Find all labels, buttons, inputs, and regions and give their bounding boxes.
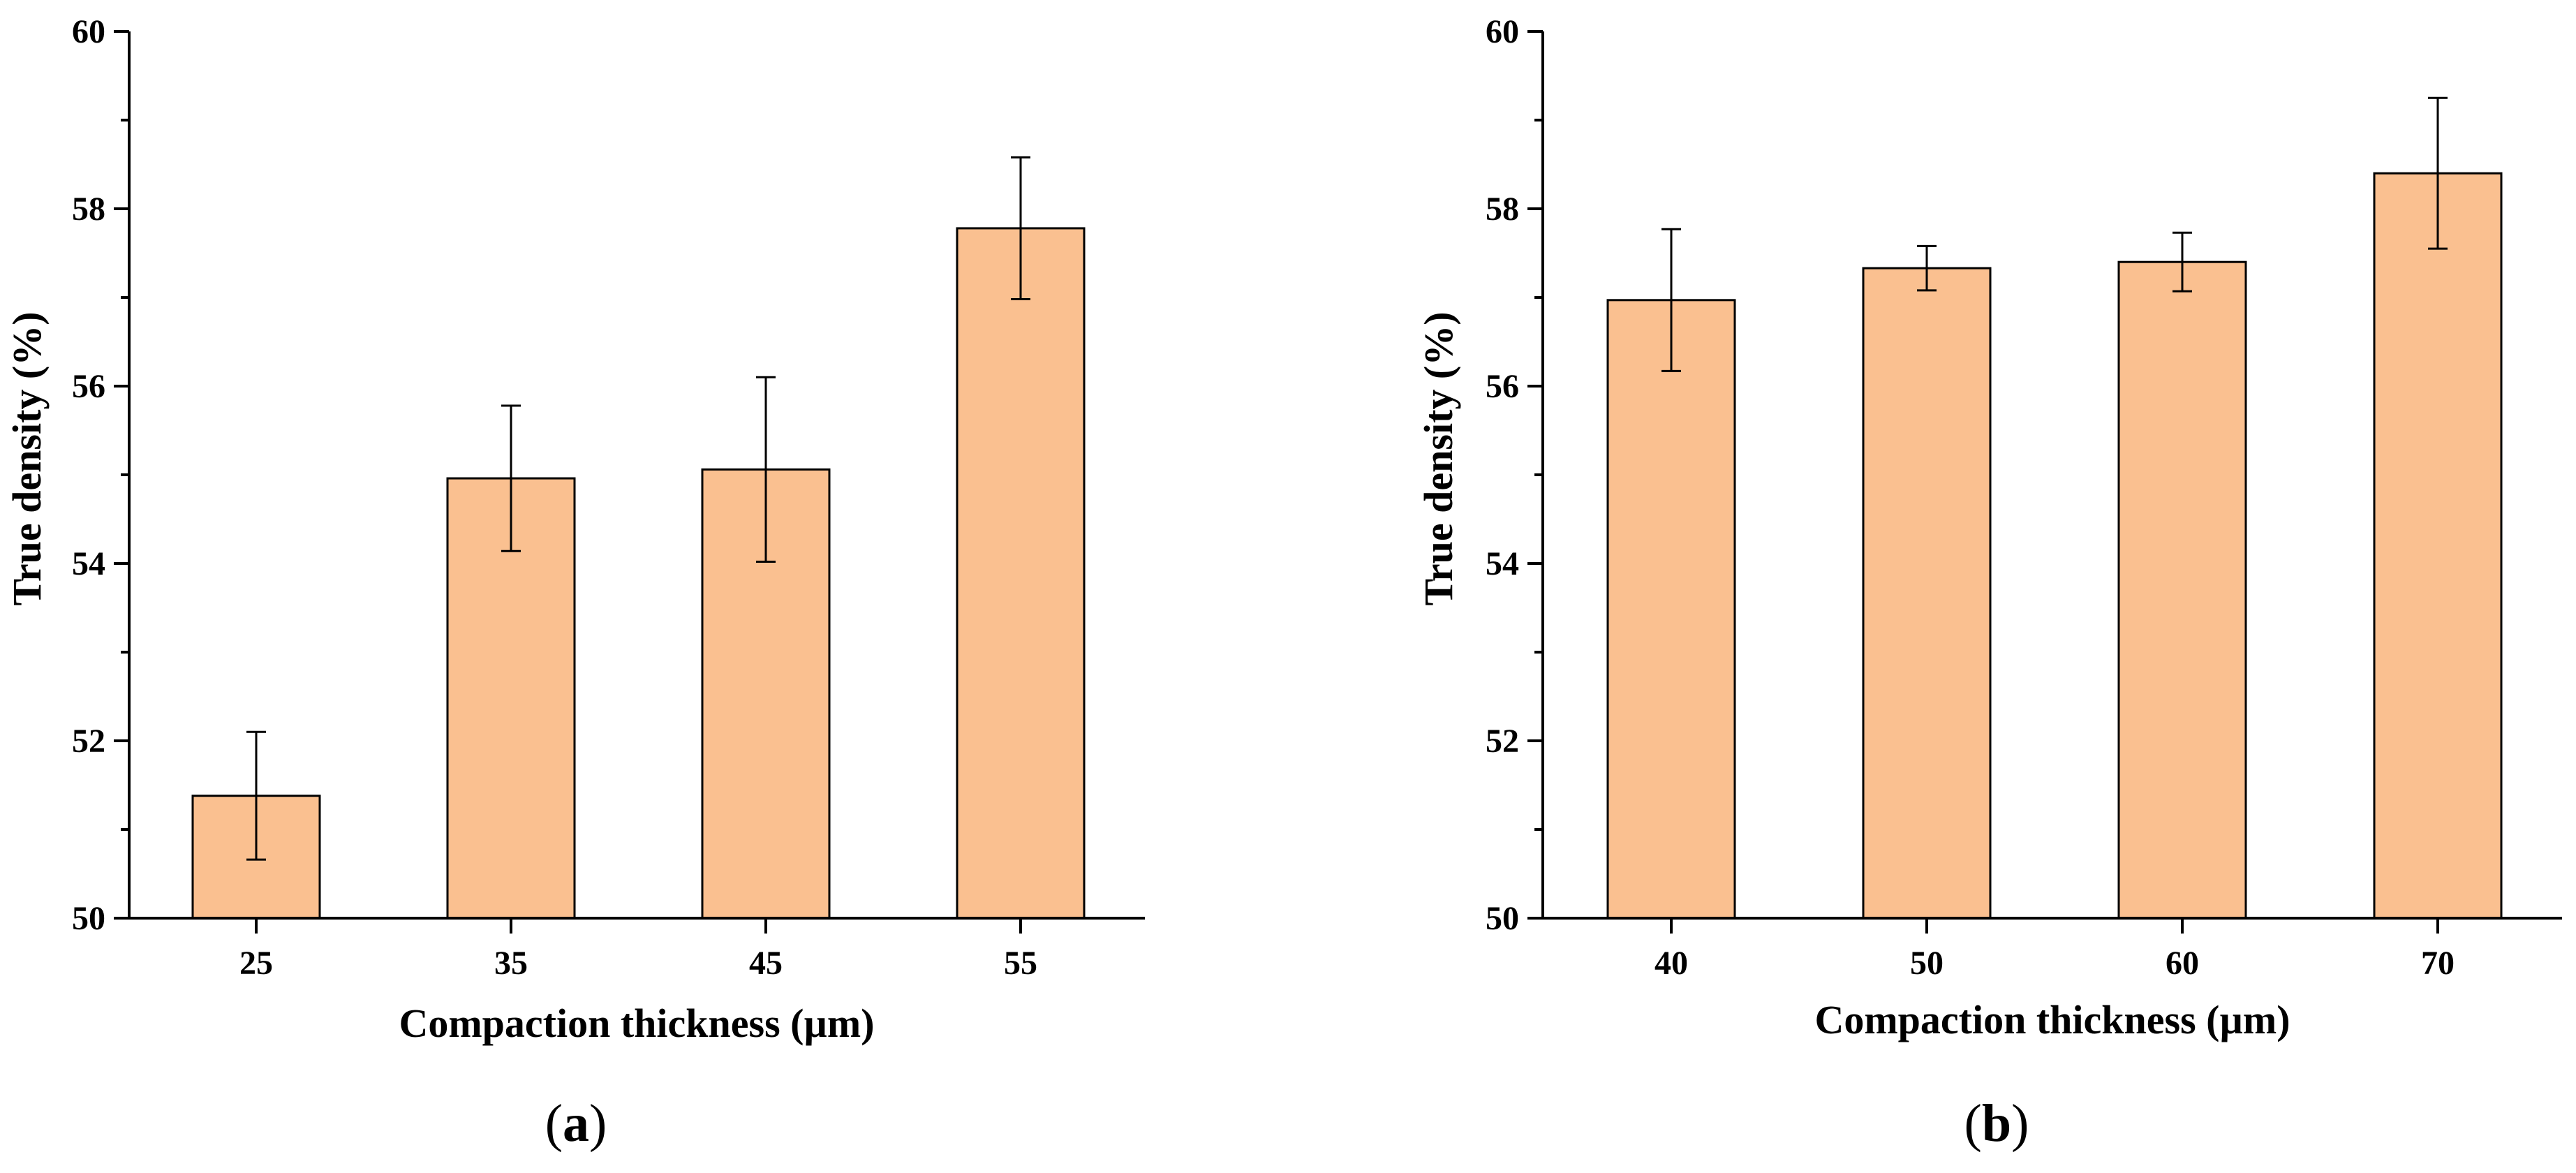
bar-b-60 [2117, 260, 2247, 920]
y-axis-label-b: True density (%) [1416, 311, 1461, 605]
bar-b-40 [1606, 299, 1736, 920]
y-tick-label-b-60: 60 [1486, 13, 1519, 50]
y-tick-label-a-50: 50 [72, 900, 105, 937]
y-tick-label-b-52: 52 [1486, 723, 1519, 760]
y-tick-label-a-56: 56 [72, 368, 105, 405]
bar-b-70 [2373, 172, 2503, 920]
y-tick-label-b-56: 56 [1486, 368, 1519, 405]
y-tick-label-a-54: 54 [72, 545, 105, 582]
chart-panel-a: Compaction thickness (µm) True density (… [4, 13, 1145, 1153]
y-tick-label-a-60: 60 [72, 13, 105, 50]
x-tick-label-b-40: 40 [1655, 945, 1688, 982]
bar-a-55 [956, 227, 1086, 920]
x-tick-label-a-55: 55 [1004, 945, 1037, 982]
x-axis-label-b: Compaction thickness (µm) [1814, 997, 2290, 1042]
x-tick-label-a-45: 45 [749, 945, 783, 982]
panel-label-b: (b) [1964, 1094, 2029, 1153]
panel-label-a: (a) [545, 1094, 607, 1153]
x-tick-label-b-70: 70 [2421, 945, 2455, 982]
y-tick-label-a-52: 52 [72, 723, 105, 760]
bar-b-50 [1862, 267, 1992, 920]
x-axis-label-a: Compaction thickness (µm) [399, 1001, 874, 1046]
x-tick-label-b-60: 60 [2166, 945, 2199, 982]
y-tick-label-b-50: 50 [1486, 900, 1519, 937]
y-tick-label-b-54: 54 [1486, 545, 1519, 582]
x-tick-label-a-25: 25 [239, 945, 273, 982]
y-axis-label-a: True density (%) [4, 311, 50, 605]
x-tick-label-b-50: 50 [1910, 945, 1944, 982]
x-tick-label-a-35: 35 [494, 945, 528, 982]
y-tick-label-a-58: 58 [72, 191, 105, 228]
chart-panel-b: Compaction thickness (µm) True density (… [1416, 13, 2562, 1153]
y-tick-label-b-58: 58 [1486, 191, 1519, 228]
